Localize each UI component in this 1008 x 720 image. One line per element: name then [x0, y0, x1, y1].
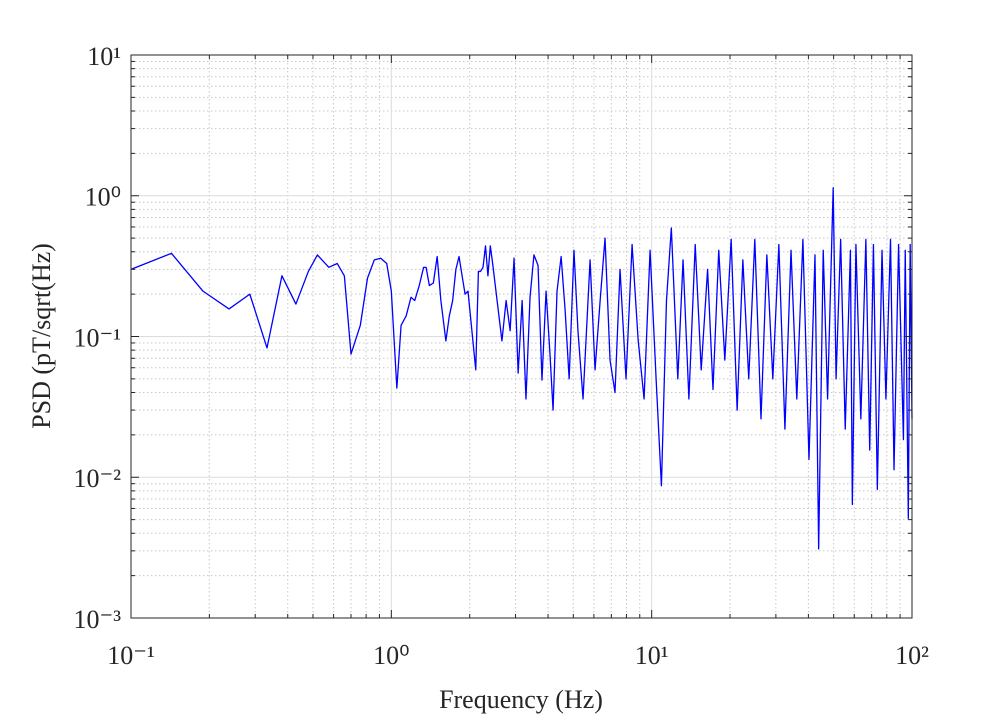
- y-axis-label: PSD (pT/sqrt(Hz): [27, 243, 56, 429]
- axes: 10⁻¹ 10⁰ 10¹ 10² 10⁻³ 10⁻² 10⁻¹ 10⁰ 10¹: [73, 42, 929, 670]
- x-tick-label: 10⁰: [373, 641, 409, 670]
- y-tick-label: 10⁰: [85, 183, 121, 212]
- y-tick-label: 10⁻¹: [73, 323, 121, 352]
- marks: [130, 187, 913, 550]
- x-tick-label: 10⁻¹: [107, 641, 155, 670]
- x-tick-label: 10²: [895, 641, 929, 670]
- psd-line: [130, 187, 913, 550]
- y-tick-label: 10⁻²: [73, 464, 121, 493]
- y-tick-label: 10⁻³: [73, 605, 121, 634]
- x-axis-label: Frequency (Hz): [439, 685, 603, 714]
- x-tick-label: 10¹: [635, 641, 669, 670]
- y-tick-label: 10¹: [87, 42, 121, 71]
